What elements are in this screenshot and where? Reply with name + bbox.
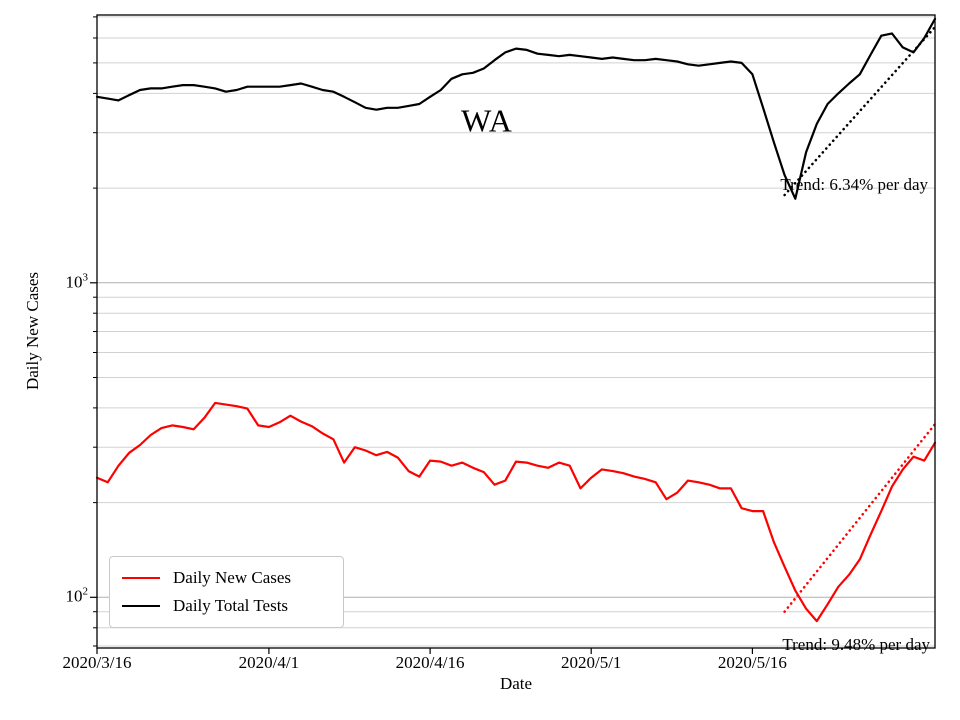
x-axis-label: Date bbox=[499, 674, 533, 693]
legend-item-new-cases: Daily New Cases bbox=[122, 568, 331, 588]
trend-annotation-tests: Trend: 6.34% per day bbox=[780, 175, 928, 194]
legend-line-red bbox=[122, 577, 160, 579]
x-tick-label: 2020/4/16 bbox=[395, 653, 465, 672]
legend: Daily New Cases Daily Total Tests bbox=[109, 556, 344, 628]
x-tick-label: 2020/3/16 bbox=[62, 653, 132, 672]
trend-line-cases bbox=[783, 422, 937, 613]
legend-line-black bbox=[122, 605, 160, 607]
x-tick-label: 2020/5/16 bbox=[717, 653, 787, 672]
trend-annotation-cases: Trend: 9.48% per day bbox=[782, 635, 930, 654]
chart-title-state: WA bbox=[461, 102, 513, 139]
y-tick-label: 103 bbox=[65, 271, 89, 292]
y-axis-label: Daily New Cases bbox=[23, 271, 42, 391]
x-tick-label: 2020/5/1 bbox=[560, 653, 622, 672]
legend-label-new-cases: Daily New Cases bbox=[173, 568, 292, 587]
trend-line-tests bbox=[783, 25, 937, 197]
legend-item-total-tests: Daily Total Tests bbox=[122, 596, 331, 616]
series-line-new-cases bbox=[95, 401, 937, 623]
series-line-total-tests bbox=[95, 17, 937, 200]
y-tick-label: 102 bbox=[65, 585, 89, 606]
legend-label-total-tests: Daily Total Tests bbox=[173, 596, 289, 615]
x-tick-label: 2020/4/1 bbox=[238, 653, 300, 672]
